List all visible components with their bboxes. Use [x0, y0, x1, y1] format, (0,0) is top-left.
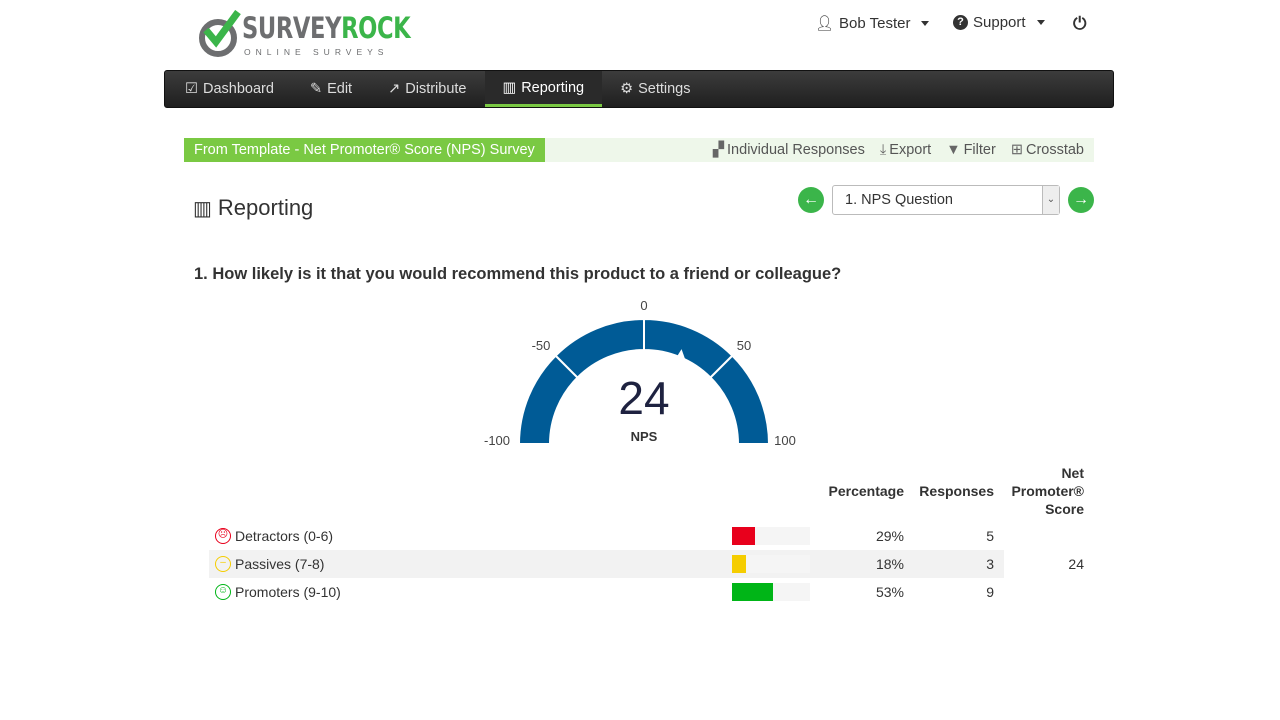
nav-dashboard[interactable]: ☑ Dashboard [185, 81, 274, 97]
user-menu[interactable]: 👤︎ Bob Tester [815, 14, 930, 32]
chevron-down-icon: ⌄ [1042, 186, 1059, 214]
gauge-segment [554, 317, 645, 379]
page-title: ▥ Reporting [193, 195, 314, 220]
gauge-label: NPS [631, 429, 658, 444]
face-icon: – [215, 556, 231, 572]
check-square-icon: ☑ [185, 81, 198, 97]
face-icon: ☹ [215, 528, 231, 544]
user-icon: 👤︎ [815, 15, 835, 32]
table-row: ☹ Detractors (0-6) 29% 5 [209, 522, 1004, 550]
table-row: ☺ Promoters (9-10) 53% 9 [209, 578, 1004, 606]
percentage-bar [732, 583, 810, 601]
question-select[interactable]: 1. NPS Question ⌄ [832, 185, 1060, 215]
previous-question-button[interactable]: ← [798, 187, 824, 213]
filter-icon: ▼ [946, 142, 961, 158]
support-menu[interactable]: ? Support [953, 14, 1045, 31]
caret-down-icon [1036, 20, 1045, 25]
nav-distribute[interactable]: ↗ Distribute [388, 81, 467, 97]
gauge-segment [709, 354, 771, 445]
logo-check-icon [199, 10, 241, 57]
percentage-bar [732, 555, 810, 573]
nps-gauge: 24 NPS -100 -50 0 50 100 [484, 298, 796, 448]
filter-link[interactable]: ▼ Filter [946, 142, 996, 158]
logout-power-icon[interactable]: ⏻ [1073, 14, 1087, 33]
face-icon: ☺ [215, 584, 231, 600]
nps-score: 24 [1068, 556, 1084, 572]
download-icon: ⤓ [879, 142, 887, 158]
gauge-tick-label: 0 [640, 298, 647, 313]
sitemap-icon: ▞ [712, 142, 725, 158]
gauge-tick-label: 100 [774, 433, 796, 448]
caret-down-icon [921, 20, 930, 26]
gauge-needle [676, 349, 687, 363]
gear-icon: ⚙ [620, 81, 634, 97]
gauge-value: 24 [618, 372, 669, 424]
survey-title: From Template - Net Promoter® Score (NPS… [184, 138, 545, 162]
nav-reporting[interactable]: ▥ Reporting [484, 71, 603, 107]
gauge-tick-label: -100 [484, 433, 510, 448]
nav-settings[interactable]: ⚙ Settings [620, 81, 691, 97]
question-text: 1. How likely is it that you would recom… [194, 265, 842, 283]
gauge-tick-label: -50 [532, 338, 551, 353]
surveyrock-logo[interactable]: SURVEYROCK ONLINE SURVEYS [198, 10, 411, 62]
gauge-tick-label: 50 [737, 338, 751, 353]
share-icon: ↗ [388, 81, 401, 97]
question-circle-icon: ? [953, 15, 968, 30]
bar-chart-icon: ▥ [502, 79, 517, 96]
table-icon: ⊞ [1010, 142, 1023, 158]
next-question-button[interactable]: → [1068, 187, 1094, 213]
crosstab-link[interactable]: ⊞ Crosstab [1010, 142, 1084, 158]
edit-icon: ✎ [309, 81, 323, 97]
percentage-bar [732, 527, 810, 545]
nav-edit[interactable]: ✎ Edit [309, 81, 353, 97]
individual-responses-link[interactable]: ▞ Individual Responses [712, 142, 865, 158]
table-row: – Passives (7-8) 18% 3 [209, 550, 1004, 578]
survey-bar: From Template - Net Promoter® Score (NPS… [184, 138, 1094, 162]
bar-chart-icon: ▥ [193, 197, 212, 220]
export-link[interactable]: ⤓ Export [879, 142, 932, 158]
main-navbar: ☑ Dashboard ✎ Edit ↗ Distribute ▥ Reporting … [164, 70, 1114, 108]
